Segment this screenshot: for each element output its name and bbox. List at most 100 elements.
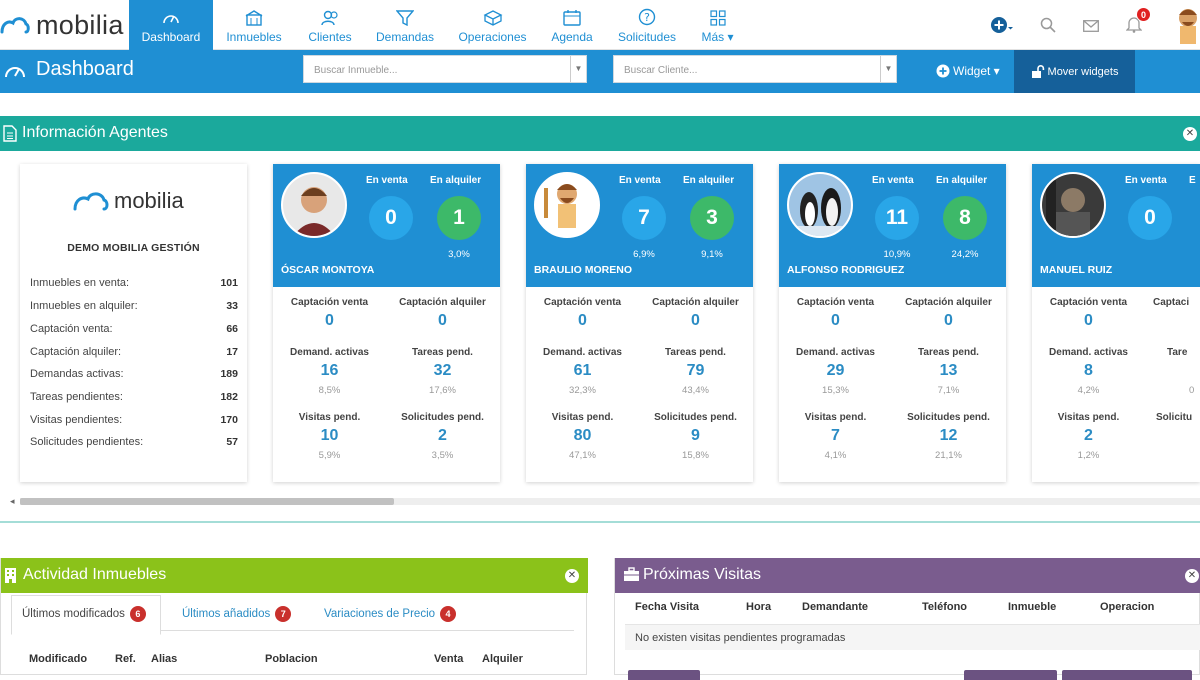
close-icon[interactable]: ✕ — [1185, 569, 1199, 583]
column-header[interactable]: Ref. — [115, 653, 136, 665]
search-button[interactable] — [1040, 17, 1056, 38]
widget-button[interactable]: Widget ▾ — [936, 64, 1000, 78]
solicitudes-value: 12 — [939, 427, 958, 444]
unlock-icon — [1031, 65, 1044, 78]
captacion-alquiler-value: 0 — [438, 312, 447, 329]
cube-icon — [483, 10, 502, 26]
tab-variaciones-precio[interactable]: Variaciones de Precio 4 — [324, 606, 457, 622]
demandas-label: Demand. activas — [290, 347, 369, 358]
column-header[interactable]: Venta — [434, 653, 464, 665]
scrollbar-track[interactable] — [20, 498, 1200, 505]
en-alquiler-label: En alquiler — [936, 175, 988, 186]
tareas-value: 32 — [433, 362, 452, 379]
agent-name: BRAULIO MORENO — [534, 264, 632, 276]
nav-label: Demandas — [375, 30, 435, 44]
column-header[interactable]: Operacion — [1100, 601, 1155, 613]
agent-card[interactable]: En venta En alquiler 11 8 10,9% 24,2% AL… — [779, 164, 1006, 482]
agent-card[interactable]: En venta En alquiler 7 3 6,9% 9,1% BRAUL… — [526, 164, 753, 482]
close-icon[interactable]: ✕ — [1183, 127, 1197, 141]
tareas-label: Tareas pend. — [412, 347, 473, 358]
mover-label: Mover widgets — [1047, 65, 1119, 78]
column-header[interactable]: Teléfono — [922, 601, 968, 613]
solicitudes-label: Solicitudes pend. — [654, 412, 737, 423]
proximas-visitas-panel: Próximas Visitas ✕ Fecha Visita Hora Dem… — [614, 558, 1200, 680]
agents-horizontal-scrollbar[interactable]: ◂ — [8, 494, 1200, 508]
nav-agenda[interactable]: Agenda — [547, 0, 597, 50]
demandas-pct: 4,2% — [1077, 385, 1100, 396]
brand-logo[interactable]: mobilia — [0, 8, 124, 42]
stat-row: Captación venta: 66 — [30, 323, 238, 335]
column-header[interactable]: Demandante — [802, 601, 869, 613]
nav-operaciones[interactable]: Operaciones — [455, 0, 530, 50]
stat-row: Captación alquiler: 17 — [30, 346, 238, 358]
empty-state-row: No existen visitas pendientes programada… — [625, 624, 1200, 650]
column-header[interactable]: Hora — [746, 601, 772, 613]
tareas-pct: 17,6% — [429, 385, 456, 396]
nav-solicitudes[interactable]: ? Solicitudes — [612, 0, 682, 50]
nav-mas[interactable]: Más ▾ — [695, 0, 740, 50]
visitas-pct: 5,9% — [318, 450, 341, 461]
stat-row: Inmuebles en venta: 101 — [30, 277, 238, 289]
visitas-action-button[interactable] — [628, 670, 700, 680]
user-avatar[interactable] — [1174, 4, 1200, 44]
nav-inmuebles[interactable]: Inmuebles — [222, 0, 286, 50]
en-venta-count: 0 — [369, 196, 413, 240]
tab-ultimos-anadidos[interactable]: Últimos añadidos 7 — [182, 606, 292, 622]
search-inmueble-input[interactable]: Buscar Inmueble... ▼ — [303, 55, 587, 83]
solicitudes-label: Solicitudes pend. — [907, 412, 990, 423]
visitas-value: 7 — [831, 427, 840, 444]
en-venta-label: En venta — [872, 175, 914, 186]
stat-label: Visitas pendientes: — [30, 414, 123, 426]
search-cliente-input[interactable]: Buscar Cliente... ▼ — [613, 55, 897, 83]
close-icon[interactable]: ✕ — [565, 569, 579, 583]
chevron-down-icon[interactable]: ▼ — [880, 56, 896, 82]
search-inmueble-placeholder: Buscar Inmueble... — [314, 65, 398, 76]
agent-card-header: En venta En alquiler 11 8 10,9% 24,2% AL… — [779, 164, 1006, 287]
visitas-pct: 4,1% — [824, 450, 847, 461]
messages-button[interactable] — [1083, 19, 1099, 37]
scrollbar-thumb[interactable] — [20, 498, 394, 505]
en-alquiler-label-partial: E — [1189, 175, 1196, 186]
captacion-venta-label: Captación venta — [290, 297, 369, 308]
stat-row: Demandas activas: 189 — [30, 368, 238, 380]
column-header[interactable]: Inmueble — [1008, 601, 1057, 613]
visitas-label: Visitas pend. — [551, 412, 614, 423]
chevron-down-icon[interactable]: ▼ — [570, 56, 586, 82]
tab-ultimos-modificados[interactable]: Últimos modificados 6 — [22, 606, 146, 622]
nav-dashboard[interactable]: Dashboard — [129, 0, 213, 50]
column-header[interactable]: Alquiler — [482, 653, 523, 665]
column-header[interactable]: Modificado — [29, 653, 88, 665]
tareas-value: 13 — [939, 362, 958, 379]
visitas-action-button[interactable] — [964, 670, 1057, 680]
tareas-label: Tareas pend. — [665, 347, 726, 358]
column-header[interactable]: Alias — [151, 653, 178, 665]
mover-widgets-button[interactable]: Mover widgets — [1014, 50, 1135, 93]
add-button[interactable] — [990, 16, 1014, 39]
company-logo-text: mobilia — [114, 188, 184, 213]
stat-value: 17 — [226, 346, 238, 358]
gauge-icon — [5, 67, 25, 78]
agent-card[interactable]: En venta En alquiler 0 1 3,0% ÓSCAR MONT… — [273, 164, 500, 482]
visitas-panel-header: Próximas Visitas ✕ — [615, 558, 1200, 593]
demandas-value: 16 — [320, 362, 339, 379]
widget-label: Widget ▾ — [953, 64, 1000, 78]
agent-card[interactable]: En venta E 0 MANUEL RUIZ Captación venta… — [1032, 164, 1200, 482]
scroll-left-icon[interactable]: ◂ — [10, 496, 15, 506]
nav-label: Solicitudes — [617, 30, 677, 44]
users-icon — [321, 10, 338, 26]
en-alquiler-pct: 24,2% — [951, 249, 979, 260]
nav-demandas[interactable]: Demandas — [370, 0, 440, 50]
agent-card-header: En venta E 0 MANUEL RUIZ — [1032, 164, 1200, 287]
demandas-label: Demand. activas — [543, 347, 622, 358]
nav-clientes[interactable]: Clientes — [300, 0, 360, 50]
column-header[interactable]: Poblacion — [265, 653, 318, 665]
en-alquiler-pct: 3,0% — [448, 249, 470, 260]
captacion-venta-label: Captación venta — [1049, 297, 1128, 308]
company-name: DEMO MOBILIA GESTIÓN — [67, 242, 200, 254]
stat-value: 101 — [220, 277, 238, 289]
cloud-logo-icon — [73, 192, 109, 211]
captacion-alquiler-label: Captación alquiler — [905, 297, 992, 308]
en-venta-label: En venta — [1125, 175, 1167, 186]
visitas-action-button[interactable] — [1062, 670, 1192, 680]
column-header[interactable]: Fecha Visita — [635, 601, 699, 613]
